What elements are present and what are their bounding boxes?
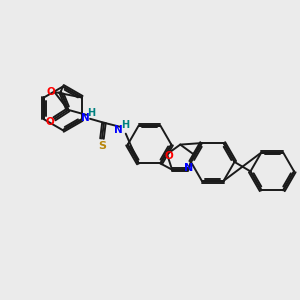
Text: O: O — [46, 87, 55, 97]
Text: N: N — [81, 113, 89, 123]
Text: N: N — [184, 163, 193, 173]
Text: H: H — [87, 108, 95, 118]
Text: H: H — [121, 120, 129, 130]
Text: O: O — [165, 151, 173, 161]
Text: S: S — [98, 140, 106, 151]
Text: N: N — [114, 125, 123, 135]
Text: O: O — [45, 117, 54, 127]
